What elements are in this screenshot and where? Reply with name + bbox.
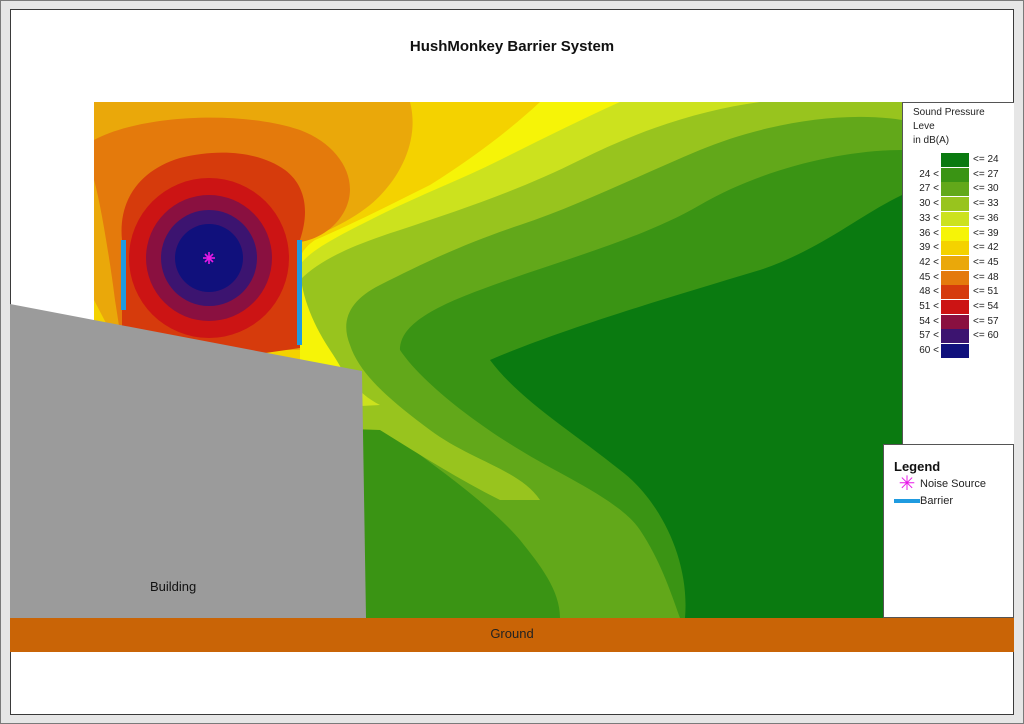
scale-item-upper-bound: <= 27 — [973, 168, 999, 180]
scale-item-upper-bound: <= 57 — [973, 315, 999, 327]
legend-noise-source: ✳ Noise Source — [894, 473, 987, 495]
scale-title: Sound Pressure Leve in dB(A) — [913, 107, 985, 146]
building-shape — [10, 304, 366, 618]
scale-item-lower-bound: 42 < — [919, 256, 939, 268]
scale-item-lower-bound: 60 < — [919, 345, 939, 357]
scale-item-swatch — [941, 182, 969, 197]
scale-item-swatch — [941, 285, 969, 300]
scale-item-swatch — [941, 241, 969, 256]
scale-item: 57 < <= 60 — [903, 329, 1015, 344]
scale-item-lower-bound: 33 < — [919, 212, 939, 224]
legend-noise-source-label: Noise Source — [920, 478, 987, 490]
scale-item-lower-bound: 45 < — [919, 271, 939, 283]
noise-source-symbol-icon: ✳ — [898, 473, 916, 495]
scale-item-swatch — [941, 314, 969, 329]
scale-item-lower-bound: 24 < — [919, 168, 939, 180]
scale-item-lower-bound: 54 < — [919, 315, 939, 327]
scale-item-upper-bound: <= 24 — [973, 154, 999, 165]
scale-item-upper-bound: <= 33 — [973, 198, 999, 210]
scale-item: 45 < <= 48 — [903, 270, 1015, 285]
barrier-left — [121, 240, 126, 310]
scale-item-lower-bound: 57 < — [919, 330, 939, 342]
scale-item-lower-bound: 39 < — [919, 242, 939, 254]
scale-item: 39 < <= 42 — [903, 241, 1015, 256]
scale-item-upper-bound: <= 51 — [973, 286, 999, 298]
scale-item-lower-bound: 27 < — [919, 183, 939, 195]
scale-item: 60 < — [903, 344, 1015, 359]
scale-item: 27 < <= 30 — [903, 182, 1015, 197]
scale-item-lower-bound: 30 < — [919, 198, 939, 210]
legend-title: Legend — [894, 459, 941, 474]
scale-item-swatch — [941, 255, 969, 270]
building-label: Building — [150, 579, 197, 594]
legend-box: Legend ✳ Noise Source Barrier — [883, 444, 1014, 618]
scale-item-swatch — [941, 197, 969, 212]
scale-item-upper-bound: <= 48 — [973, 271, 999, 283]
scale-item-swatch — [941, 211, 969, 226]
scale-item-upper-bound: <= 45 — [973, 256, 999, 268]
scale-item-swatch — [941, 329, 969, 344]
scale-item-upper-bound: <= 30 — [973, 183, 999, 195]
scale-item: 33 < <= 36 — [903, 211, 1015, 226]
contour-le-24 — [490, 195, 902, 618]
scale-item-upper-bound: <= 36 — [973, 212, 999, 224]
scale-item: 48 < <= 51 — [903, 285, 1015, 300]
scale-item-upper-bound: <= 42 — [973, 242, 999, 254]
scale-item: 42 < <= 45 — [903, 255, 1015, 270]
scale-item: 36 < <= 39 — [903, 226, 1015, 241]
ground-label: Ground — [490, 626, 534, 641]
legend-barrier-label: Barrier — [920, 495, 954, 507]
noise-source-icon — [203, 252, 215, 264]
figure-title: HushMonkey Barrier System — [409, 38, 615, 55]
scale-item: <= 24 — [903, 153, 1015, 167]
sound-pressure-scale: Sound Pressure Leve in dB(A) <= 24 24 < <=… — [902, 102, 1014, 445]
scale-item-lower-bound: 48 < — [919, 286, 939, 298]
scale-item-swatch — [941, 300, 969, 314]
scale-item: 30 < <= 33 — [903, 197, 1015, 212]
scale-item-upper-bound: <= 39 — [973, 227, 999, 239]
scale-item-swatch — [941, 226, 969, 241]
scale-item-swatch — [941, 167, 969, 182]
scale-item: 24 < <= 27 — [903, 167, 1015, 182]
scale-item-swatch — [941, 344, 969, 359]
barrier-symbol-icon — [894, 499, 920, 503]
scale-item: 54 < <= 57 — [903, 314, 1015, 329]
scale-item-lower-bound: 36 < — [919, 227, 939, 239]
scale-item-upper-bound: <= 54 — [973, 301, 999, 312]
barrier-right — [297, 240, 302, 345]
scale-item-swatch — [941, 153, 969, 167]
legend-barrier: Barrier — [894, 495, 953, 507]
scale-item: 51 < <= 54 — [903, 300, 1015, 314]
ground-strip — [10, 618, 1014, 652]
scale-item-lower-bound: 51 < — [919, 301, 939, 312]
scale-item-swatch — [941, 270, 969, 285]
scale-item-upper-bound: <= 60 — [973, 330, 999, 342]
